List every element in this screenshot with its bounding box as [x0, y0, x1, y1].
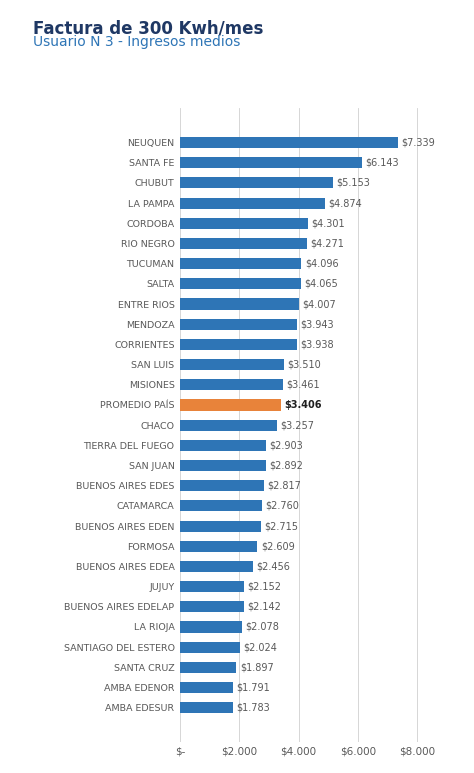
- Text: $3.943: $3.943: [301, 319, 334, 329]
- Bar: [180, 400, 281, 410]
- Text: $2.903: $2.903: [270, 441, 303, 451]
- Text: $4.096: $4.096: [305, 259, 338, 269]
- Text: $3.938: $3.938: [301, 339, 334, 349]
- Bar: [180, 258, 301, 269]
- Text: $3.510: $3.510: [288, 359, 321, 369]
- Bar: [180, 702, 233, 713]
- Bar: [180, 500, 262, 512]
- Text: $4.874: $4.874: [328, 198, 362, 208]
- Bar: [180, 157, 362, 169]
- Text: $4.065: $4.065: [304, 279, 338, 289]
- Text: $2.715: $2.715: [264, 521, 298, 531]
- Text: $1.897: $1.897: [240, 662, 273, 673]
- Text: $3.461: $3.461: [286, 380, 320, 390]
- Bar: [180, 480, 264, 492]
- Text: $2.142: $2.142: [247, 602, 281, 611]
- Bar: [180, 278, 301, 289]
- Text: $2.760: $2.760: [265, 501, 299, 511]
- Bar: [180, 520, 261, 532]
- Text: $6.143: $6.143: [365, 158, 399, 168]
- Text: $3.257: $3.257: [280, 421, 314, 430]
- Text: $2.892: $2.892: [269, 461, 303, 471]
- Bar: [180, 581, 244, 592]
- Bar: [180, 420, 277, 431]
- Bar: [180, 601, 244, 612]
- Text: $2.609: $2.609: [261, 541, 295, 551]
- Bar: [180, 298, 299, 310]
- Text: $3.406: $3.406: [284, 400, 322, 410]
- Text: $1.791: $1.791: [237, 683, 271, 693]
- Text: $2.456: $2.456: [256, 561, 290, 571]
- Text: $5.153: $5.153: [337, 178, 370, 188]
- Text: $2.817: $2.817: [267, 481, 301, 491]
- Text: $2.024: $2.024: [244, 642, 277, 652]
- Bar: [180, 642, 240, 652]
- Bar: [180, 380, 283, 390]
- Text: Factura de 300 Kwh/mes: Factura de 300 Kwh/mes: [33, 19, 264, 37]
- Text: $2.078: $2.078: [245, 622, 279, 632]
- Bar: [180, 359, 284, 370]
- Text: $4.271: $4.271: [310, 239, 344, 248]
- Text: $1.783: $1.783: [237, 703, 270, 713]
- Bar: [180, 540, 257, 552]
- Bar: [180, 198, 325, 209]
- Bar: [180, 561, 253, 572]
- Text: Usuario N 3 - Ingresos medios: Usuario N 3 - Ingresos medios: [33, 35, 240, 49]
- Bar: [180, 460, 266, 471]
- Bar: [180, 339, 297, 350]
- Bar: [180, 318, 297, 330]
- Bar: [180, 440, 266, 451]
- Bar: [180, 621, 242, 632]
- Text: $4.301: $4.301: [311, 218, 345, 228]
- Bar: [180, 682, 233, 693]
- Bar: [180, 137, 398, 148]
- Bar: [180, 218, 308, 229]
- Text: $2.152: $2.152: [247, 581, 282, 591]
- Bar: [180, 238, 307, 249]
- Text: $4.007: $4.007: [302, 299, 336, 309]
- Bar: [180, 662, 237, 673]
- Bar: [180, 177, 333, 189]
- Text: $7.339: $7.339: [401, 138, 435, 148]
